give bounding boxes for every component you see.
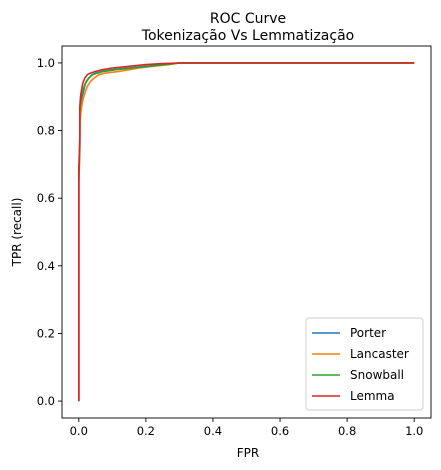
x-tick-label: 0.8 [338,424,356,438]
x-tick-label: 0.0 [70,424,88,438]
y-axis-label: TPR (recall) [10,198,24,268]
y-tick-label: 1.0 [37,56,55,70]
y-tick-label: 0.2 [37,326,55,340]
series-line-lemma [78,62,415,402]
legend-label-lancaster: Lancaster [350,347,409,361]
legend-label-lemma: Lemma [350,389,395,403]
x-tick-label: 0.6 [271,424,289,438]
x-axis-label: FPR [237,446,259,460]
y-tick-label: 0.8 [37,124,55,138]
y-tick-label: 0.4 [37,259,55,273]
legend-box [305,317,424,411]
legend-label-snowball: Snowball [350,368,404,382]
chart-subtitle: Tokenização Vs Lemmatização [141,28,354,44]
legend: Porter Lancaster Snowball Lemma [305,317,424,411]
y-tick-label: 0.0 [37,394,55,408]
legend-label-porter: Porter [350,326,386,340]
x-tick-label: 1.0 [405,424,423,438]
x-tick-label: 0.4 [204,424,222,438]
series-lines [78,62,415,402]
y-tick-label: 0.6 [37,191,55,205]
axis-ticks: 0.0 0.2 0.4 0.6 0.8 1.0 0.0 0.2 0.4 0.6 0.8 1.0 [37,56,424,438]
chart-title: ROC Curve [210,11,286,27]
plot-frame [61,45,432,419]
x-tick-label: 0.2 [137,424,155,438]
